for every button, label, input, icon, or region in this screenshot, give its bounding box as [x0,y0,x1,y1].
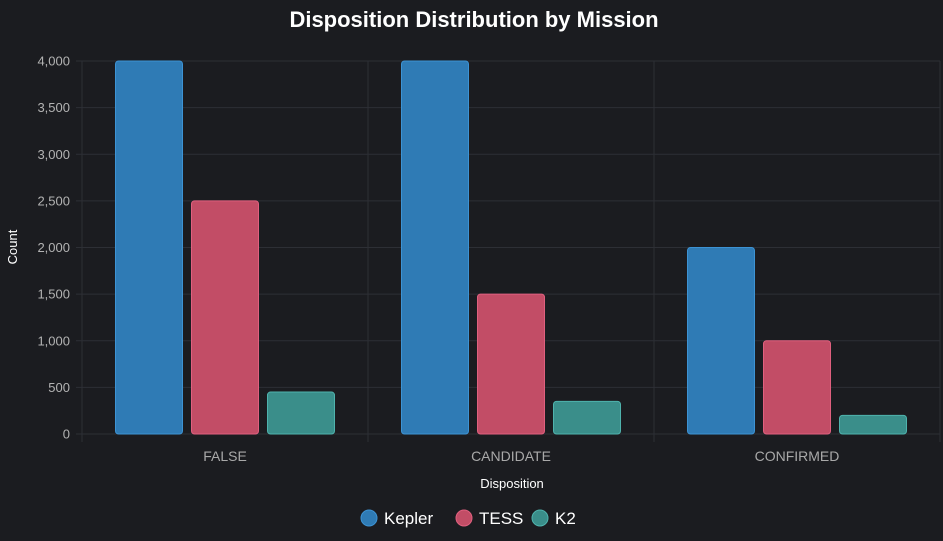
legend-swatch [360,509,378,527]
x-tick-label: CANDIDATE [471,448,551,464]
y-axis-ticks: 0 500 1,000 1,500 2,000 2,500 3,000 3,500 4,000 [37,54,70,442]
legend-item-tess[interactable]: TESS [455,509,523,528]
bar-tess-candidate[interactable] [477,293,545,435]
legend-item-k2[interactable]: K2 [531,509,576,528]
bar-kepler-candidate[interactable] [401,60,469,435]
legend-swatch [531,509,549,527]
bar-k2-false[interactable] [267,391,335,435]
bar-kepler-false[interactable] [115,60,183,435]
legend: Kepler TESS K2 [360,509,576,528]
legend-label: TESS [479,509,523,528]
y-tick-label: 1,000 [37,333,70,348]
legend-item-kepler[interactable]: Kepler [360,509,433,528]
bar-tess-false[interactable] [191,200,259,435]
y-tick-label: 1,500 [37,287,70,302]
y-tick-label: 0 [63,427,70,442]
bar-k2-confirmed[interactable] [839,414,907,435]
chart-title: Disposition Distribution by Mission [289,7,658,32]
bars [115,60,907,435]
x-axis-label: Disposition [480,476,544,491]
legend-label: Kepler [384,509,433,528]
y-tick-label: 3,000 [37,147,70,162]
y-axis-label: Count [5,229,20,264]
x-axis-ticks: FALSE CANDIDATE CONFIRMED [203,448,839,464]
y-tick-label: 2,500 [37,193,70,208]
y-tick-label: 4,000 [37,54,70,69]
bar-k2-candidate[interactable] [553,400,621,435]
x-tick-label: FALSE [203,448,247,464]
x-tick-label: CONFIRMED [755,448,840,464]
y-tick-label: 2,000 [37,240,70,255]
y-tick-label: 3,500 [37,100,70,115]
legend-swatch [455,509,473,527]
y-tick-label: 500 [48,380,70,395]
bar-tess-confirmed[interactable] [763,340,831,435]
bar-kepler-confirmed[interactable] [687,247,755,435]
legend-label: K2 [555,509,576,528]
